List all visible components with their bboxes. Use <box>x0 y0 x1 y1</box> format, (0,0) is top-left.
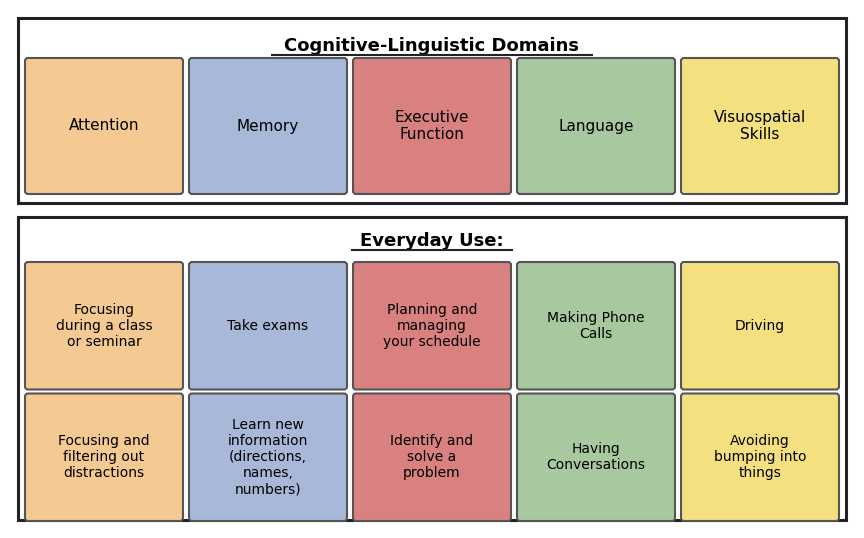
Text: Planning and
managing
your schedule: Planning and managing your schedule <box>384 302 480 349</box>
Text: Identify and
solve a
problem: Identify and solve a problem <box>391 434 473 480</box>
FancyBboxPatch shape <box>681 58 839 194</box>
Text: Having
Conversations: Having Conversations <box>547 442 645 472</box>
FancyBboxPatch shape <box>353 262 511 390</box>
FancyBboxPatch shape <box>681 262 839 390</box>
Text: Executive
Function: Executive Function <box>395 110 469 142</box>
Text: Take exams: Take exams <box>227 318 308 332</box>
FancyBboxPatch shape <box>517 262 675 390</box>
Text: Driving: Driving <box>735 318 785 332</box>
Text: Language: Language <box>558 118 634 133</box>
Text: Cognitive-Linguistic Domains: Cognitive-Linguistic Domains <box>284 37 580 55</box>
Text: Focusing and
filtering out
distractions: Focusing and filtering out distractions <box>58 434 149 480</box>
Bar <box>18 18 846 203</box>
FancyBboxPatch shape <box>25 393 183 521</box>
FancyBboxPatch shape <box>517 58 675 194</box>
Text: Attention: Attention <box>69 118 139 133</box>
FancyBboxPatch shape <box>517 393 675 521</box>
FancyBboxPatch shape <box>25 58 183 194</box>
FancyBboxPatch shape <box>353 58 511 194</box>
FancyBboxPatch shape <box>189 262 347 390</box>
Text: Learn new
information
(directions,
names,
numbers): Learn new information (directions, names… <box>228 418 308 497</box>
Text: Avoiding
bumping into
things: Avoiding bumping into things <box>714 434 806 480</box>
Text: Memory: Memory <box>237 118 299 133</box>
FancyBboxPatch shape <box>189 58 347 194</box>
FancyBboxPatch shape <box>353 393 511 521</box>
Text: Visuospatial
Skills: Visuospatial Skills <box>714 110 806 142</box>
FancyBboxPatch shape <box>189 393 347 521</box>
Bar <box>18 217 846 520</box>
Text: Everyday Use:: Everyday Use: <box>360 232 504 250</box>
FancyBboxPatch shape <box>681 393 839 521</box>
Text: Making Phone
Calls: Making Phone Calls <box>547 310 645 341</box>
Text: Focusing
during a class
or seminar: Focusing during a class or seminar <box>55 302 152 349</box>
FancyBboxPatch shape <box>25 262 183 390</box>
